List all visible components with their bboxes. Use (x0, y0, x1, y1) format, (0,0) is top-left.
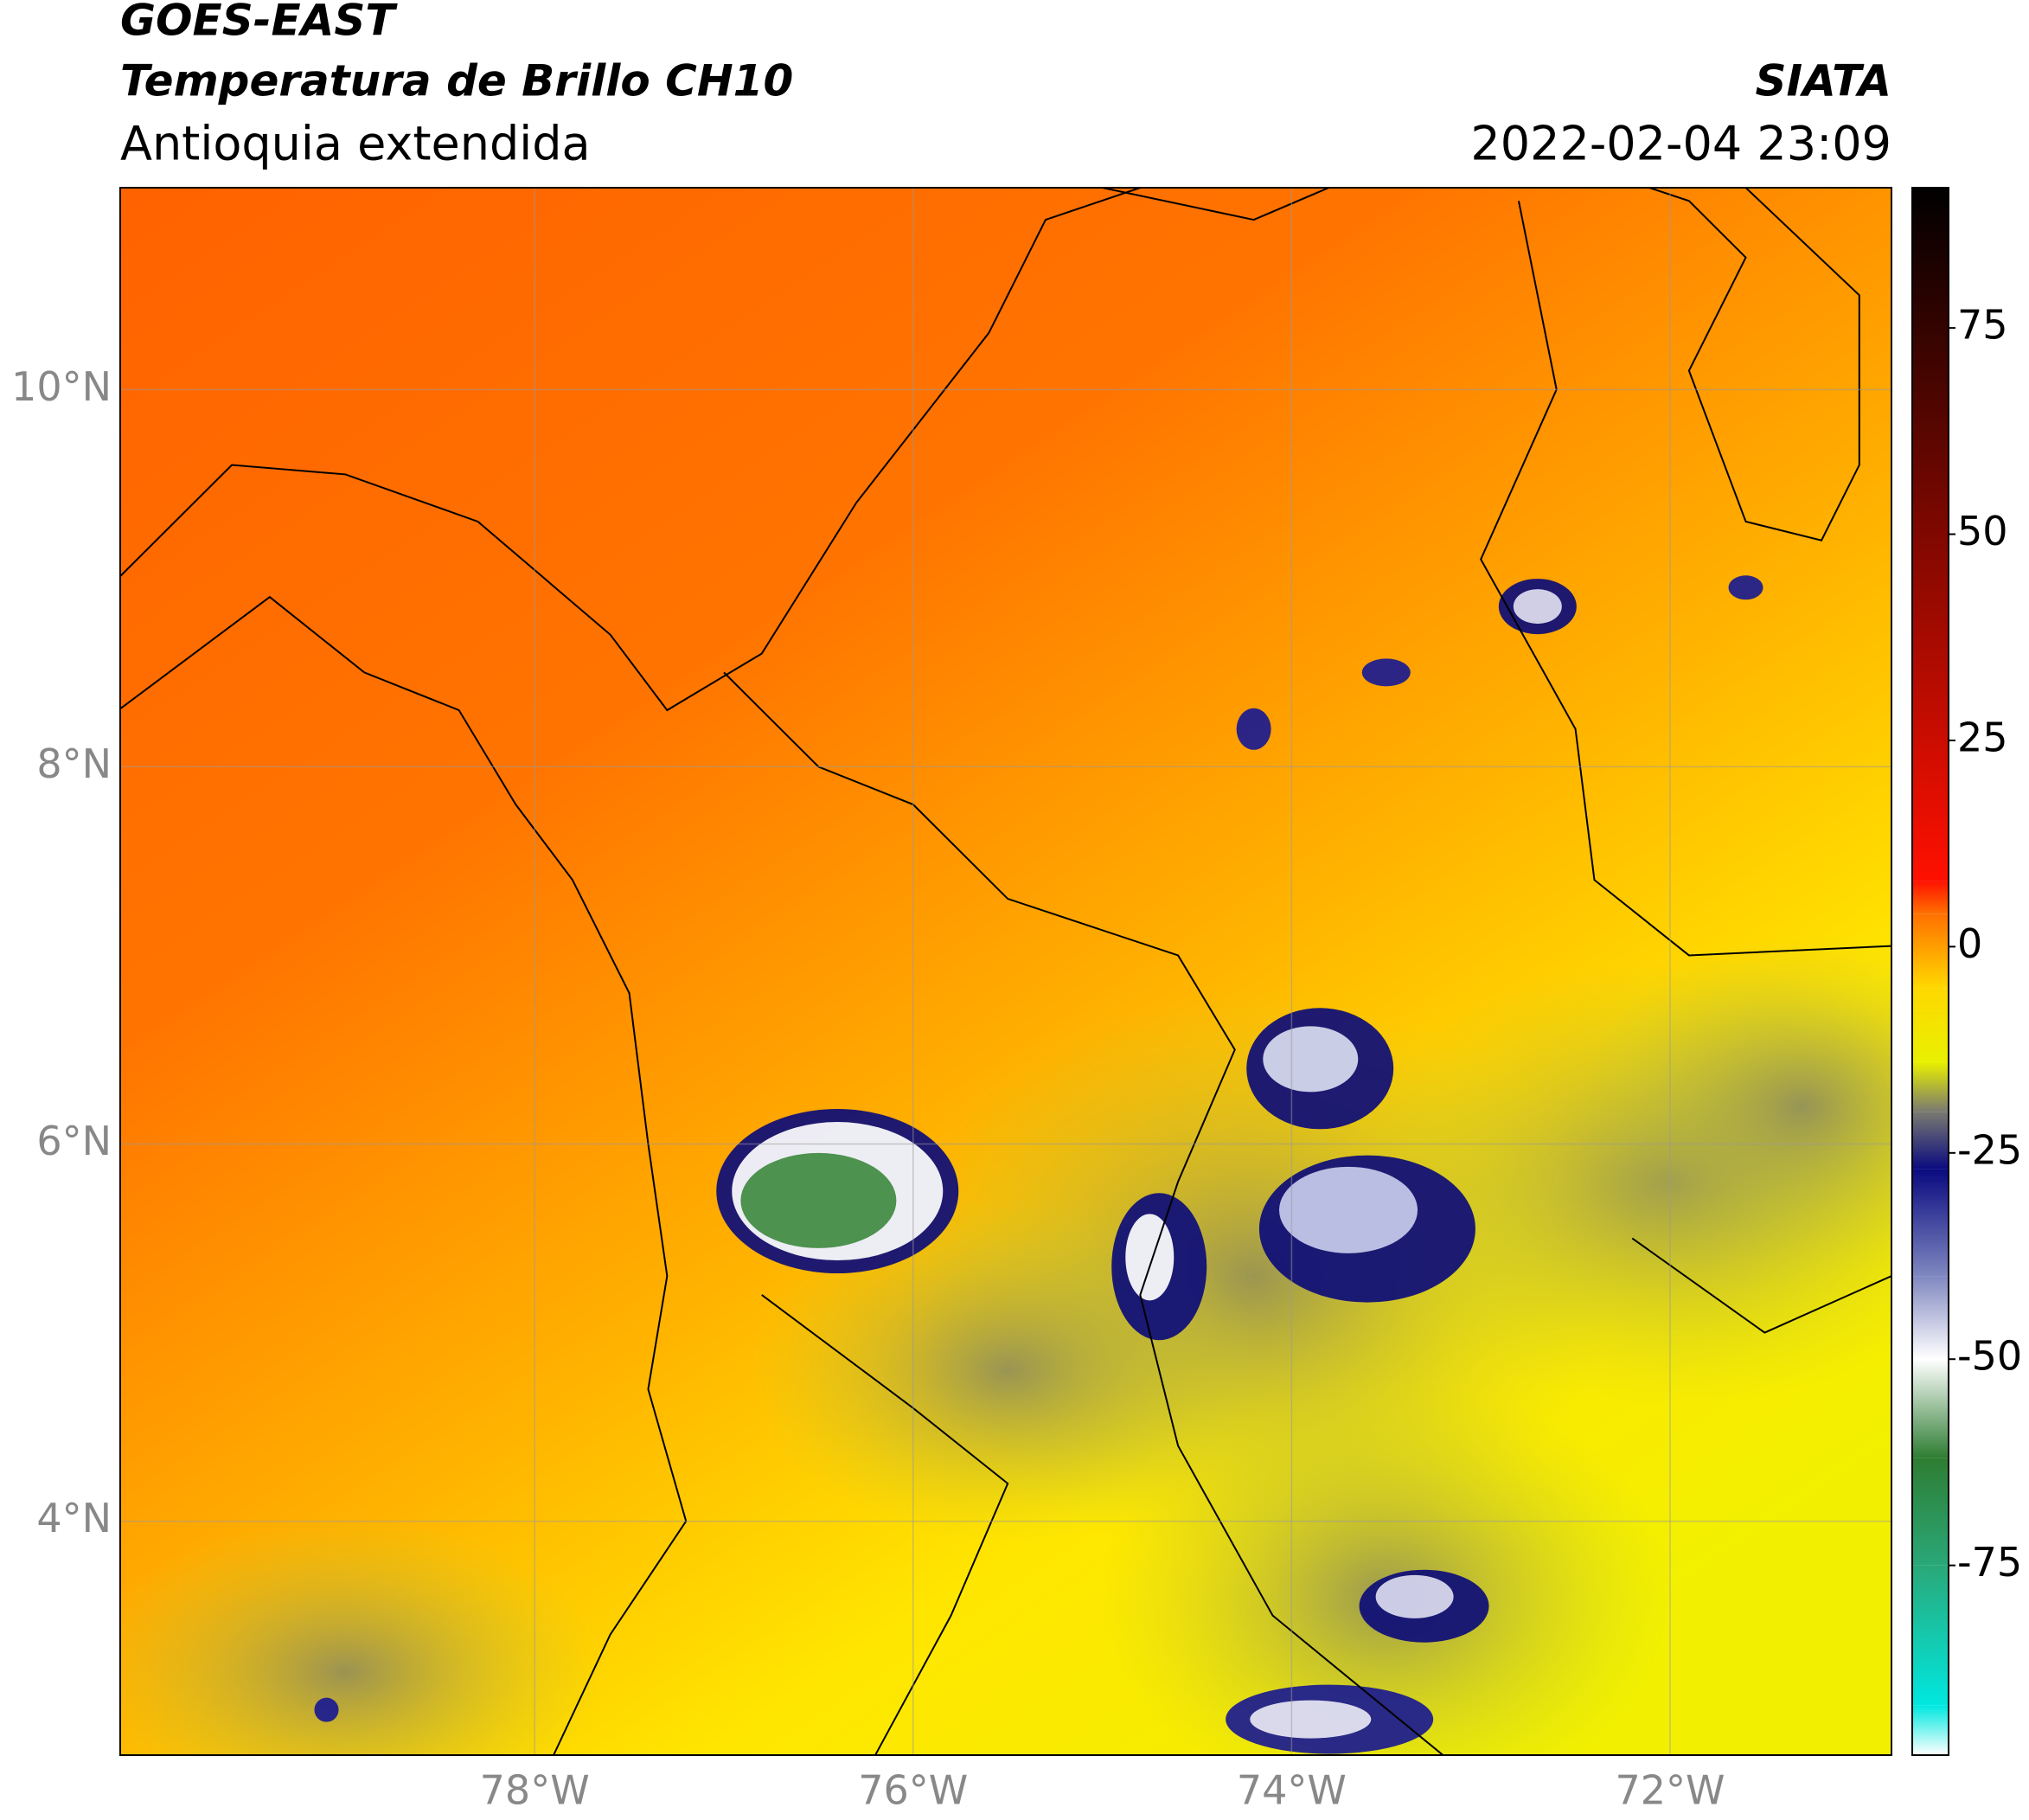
border-line (1102, 188, 1860, 542)
cloud-haze (120, 1516, 605, 1755)
colorbar-segment (1912, 881, 1949, 914)
colorbar-frame (1911, 187, 1949, 1756)
border-line (120, 188, 1141, 712)
colorbar-segment (1912, 188, 1949, 881)
colorbar-tick-label: 75 (1957, 302, 2008, 349)
y-tick-label: 8°N (36, 740, 112, 787)
x-tick-label: 76°W (858, 1767, 968, 1814)
colorbar-segment (1912, 1705, 1949, 1755)
x-tick-label: 78°W (480, 1767, 590, 1814)
colorbar-segment (1912, 1061, 1949, 1112)
colorbar-segment (1912, 1169, 1949, 1277)
y-tick-label: 10°N (11, 363, 112, 410)
colorbar: 75 50 25 0 -25 -50 -75 (1912, 188, 2022, 1755)
source: SIATA (1756, 56, 1891, 106)
colorbar-tick-label: -50 (1957, 1333, 2022, 1380)
timestamp: 2022-02-04 23:09 (1470, 117, 1891, 171)
cloud (1728, 575, 1763, 600)
colorbar-segment (1912, 1565, 1949, 1706)
cloud (1250, 1700, 1372, 1739)
colorbar-tick-label: -75 (1957, 1539, 2022, 1586)
colorbar-tick-label: 50 (1957, 508, 2008, 554)
cloud (1375, 1574, 1454, 1618)
border-line (723, 671, 1444, 1755)
map-area (120, 188, 1891, 1755)
border-line (761, 1294, 1009, 1755)
colorbar-segment (1912, 1112, 1949, 1170)
colorbar-segment (1912, 1359, 1949, 1458)
cloud (1236, 708, 1271, 750)
subtitle: Temperatura de Brillo CH10 (120, 56, 793, 106)
colorbar-tick-label: -25 (1957, 1126, 2022, 1173)
y-tick-label: 6°N (36, 1118, 112, 1164)
border-line (1631, 1237, 1891, 1334)
cloud (314, 1697, 339, 1722)
cloud (1125, 1214, 1175, 1301)
colorbar-tick-label: 25 (1957, 714, 2008, 760)
colorbar-segment (1912, 913, 1949, 989)
x-tick-label: 74°W (1237, 1767, 1347, 1814)
title: GOES-EAST (120, 0, 398, 46)
cloud-haze (1100, 1380, 1672, 1755)
map-frame (119, 187, 1892, 1756)
x-tick-label: 72°W (1615, 1767, 1725, 1814)
region: Antioquia extendida (120, 117, 591, 171)
cloud-haze (1578, 932, 1891, 1279)
cloud (1361, 658, 1411, 687)
y-tick-label: 4°N (36, 1495, 112, 1541)
colorbar-segment (1912, 1276, 1949, 1360)
colorbar-segment (1912, 1458, 1949, 1566)
colorbar-tick-label: 0 (1957, 920, 1982, 967)
colorbar-segment (1912, 988, 1949, 1062)
cloud (1263, 1026, 1359, 1093)
cloud (1279, 1166, 1418, 1253)
cloud (1513, 589, 1562, 625)
cloud (740, 1152, 897, 1248)
